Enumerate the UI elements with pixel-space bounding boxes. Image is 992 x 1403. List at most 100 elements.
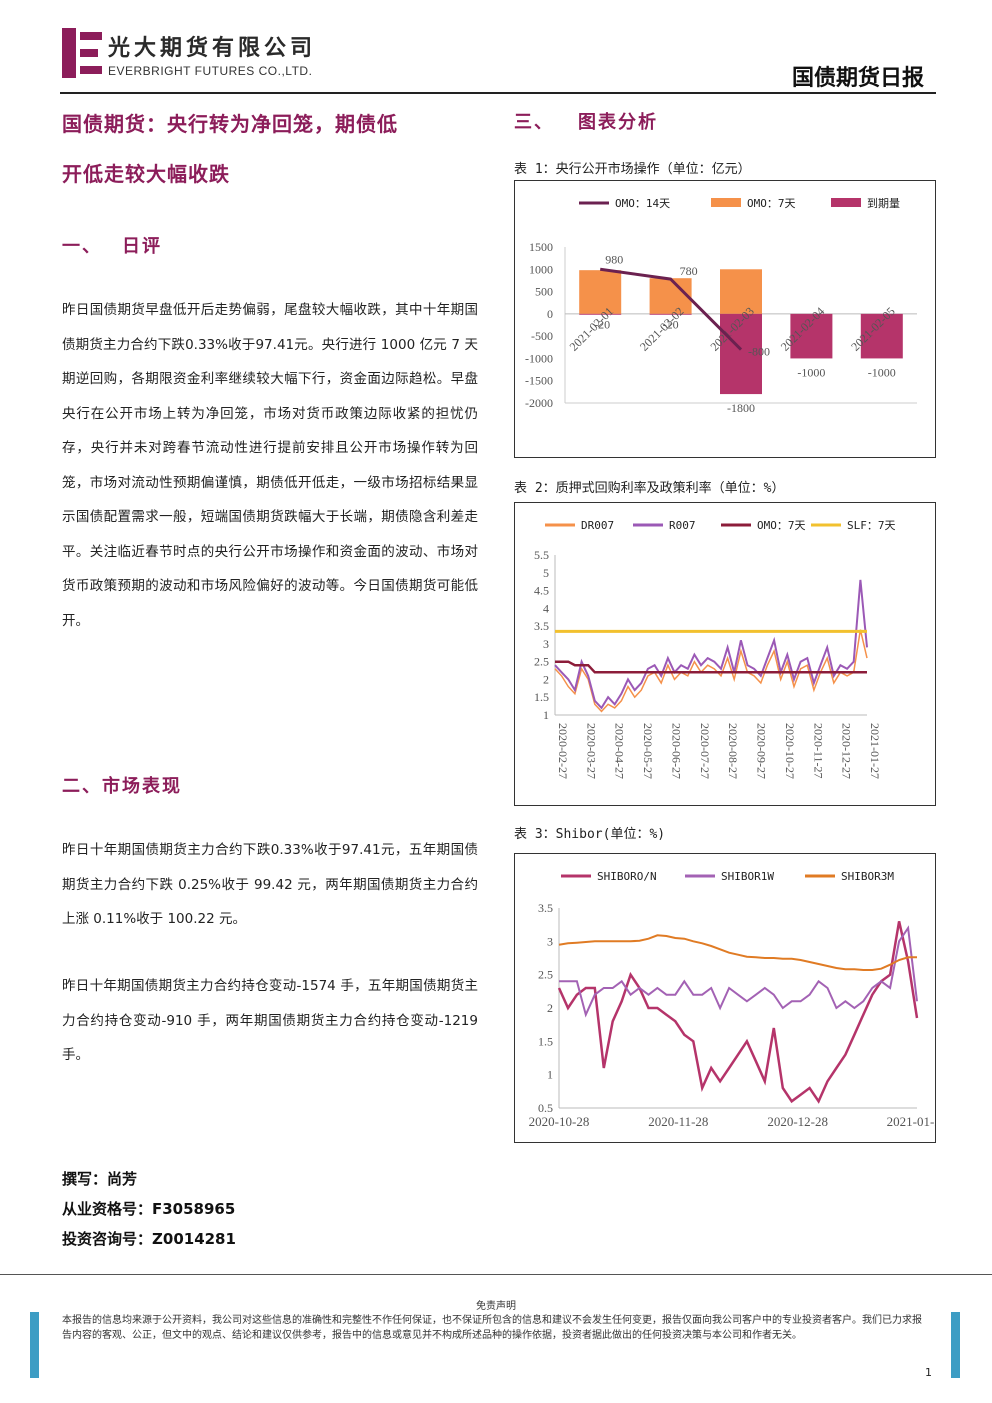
line-omo14 (599, 267, 743, 351)
y-tick-7: -2000 (525, 396, 553, 410)
series-line-1 (559, 925, 918, 1018)
chart1-caption: 表 1：央行公开市场操作（单位：亿元） (514, 162, 751, 177)
x-tick-2: 2020-04-27 (613, 723, 627, 779)
legend-label-0: OMO：14天 (615, 197, 670, 210)
section1-title: 日评 (122, 236, 162, 257)
author-license: 从业资格号：F3058965 (62, 1200, 236, 1218)
y-tick-6: 2.5 (534, 655, 549, 669)
y-tick-2: 4.5 (534, 584, 549, 598)
y-tick-4: 1.5 (538, 1034, 553, 1048)
x-tick-11: 2021-01-27 (868, 723, 882, 779)
data-label-6: -1000 (797, 365, 825, 379)
report-type-title: 国债期货日报 (791, 65, 924, 91)
series-line-2 (558, 934, 917, 971)
legend-swatch-2 (831, 198, 861, 207)
bar-maturity-2 (720, 313, 762, 395)
legend-label-1: R007 (669, 519, 696, 532)
bar-maturity-3 (790, 313, 833, 359)
chart2-caption: 表 2：质押式回购利率及政策利率（单位：%） (514, 481, 785, 496)
disclaimer-title: 免责声明 (476, 1301, 516, 1312)
section1-body: 昨日国债期货早盘低开后走势偏弱，尾盘较大幅收跌，其中十年期国债期货主力合约下跌0… (62, 293, 478, 638)
data-label-3: -20 (663, 318, 679, 332)
bar-maturity-1 (649, 313, 692, 315)
series-line-2 (555, 660, 867, 674)
x-tick-5: 2020-07-27 (698, 723, 712, 779)
legend-label-2: 到期量 (867, 197, 900, 210)
bar-omo7-0 (579, 270, 622, 314)
x-tick-1: 2020-03-27 (584, 723, 598, 779)
header-divider (60, 92, 936, 94)
company-name-en: EVERBRIGHT FUTURES CO.,LTD. (108, 64, 313, 78)
main-title-line1: 国债期货：央行转为净回笼，期债低 (62, 112, 398, 136)
legend-label-3: SLF：7天 (847, 519, 896, 532)
chart3-shibor: 3.5 3 2.5 2 1.5 1 0.5 2020-10-28 2020-11-28 2020-… (514, 853, 936, 1143)
data-label-5: -1800 (727, 401, 755, 415)
y-tick-5: -1000 (525, 351, 553, 365)
y-tick-4: 3.5 (534, 619, 549, 633)
x-tick-0: 2020-02-27 (556, 723, 570, 779)
series-line-0 (554, 629, 868, 713)
y-tick-6: 0.5 (538, 1101, 553, 1115)
section2-body: 昨日十年期国债期货主力合约下跌0.33%收于97.41元，五年期国债期货主力合约… (62, 833, 478, 937)
chart3-caption: 表 3：Shibor(单位：%) (514, 827, 666, 842)
x-tick-1: 2020-11-28 (648, 1114, 708, 1129)
data-label-1: 780 (680, 264, 698, 278)
legend-label-1: SHIBOR1W (721, 870, 774, 883)
y-tick-3: 0 (547, 307, 553, 321)
x-tick-3: 2021-01-28 (887, 1114, 935, 1129)
data-label-0: 980 (605, 252, 623, 266)
section2-body-2: 昨日十年期国债期货主力合约持仓变动-1574 手，五年期国债期货主力合约持仓变动… (62, 969, 478, 1073)
legend-label-0: SHIBORO/N (597, 870, 657, 883)
chart1-svg: 150010005000-500-1000-1500-20002021-02-0… (525, 197, 917, 415)
bar-maturity-0 (579, 313, 622, 315)
y-tick-0: 1500 (529, 240, 553, 254)
y-tick-0: 3.5 (538, 901, 553, 915)
bar-omo7-2 (720, 269, 762, 314)
y-tick-2: 500 (535, 285, 553, 299)
legend-label-2: SHIBOR3M (841, 870, 894, 883)
series-line-0 (557, 921, 919, 1104)
chart2-svg: 5.5 5 4.5 4 3.5 3 2.5 2 1.5 1 2020-02-27 2020-03-27… (534, 519, 896, 779)
y-tick-5: 1 (547, 1068, 553, 1082)
data-label-7: -1000 (868, 365, 896, 379)
x-tick-4: 2020-06-27 (669, 723, 683, 779)
y-tick-3: 4 (543, 601, 549, 615)
x-tick-10: 2020-12-27 (840, 723, 854, 779)
y-tick-1: 5 (543, 566, 549, 580)
x-tick-9: 2020-11-27 (811, 723, 825, 779)
data-label-4: -800 (748, 345, 770, 359)
series-line-1 (554, 579, 868, 710)
section1-number: 一、 (62, 236, 102, 257)
y-tick-3: 2 (547, 1001, 553, 1015)
company-logo (62, 28, 102, 78)
x-tick-7: 2020-09-27 (755, 723, 769, 779)
x-tick-3: 2020-05-27 (641, 723, 655, 779)
x-tick-6: 2020-08-27 (726, 723, 740, 779)
chart1-omo: 1500 1000 500 0 -500 -1000 -1500 -2000 2021-02-0… (514, 180, 936, 458)
data-label-2: -20 (594, 318, 610, 332)
daily-review-paragraph: 昨日国债期货早盘低开后走势偏弱，尾盘较大幅收跌，其中十年期国债期货主力合约下跌0… (62, 302, 478, 629)
footer-left-bar (30, 1312, 39, 1378)
author-consult: 投资咨询号：Z0014281 (62, 1230, 236, 1248)
company-name-cn: 光大期货有限公司 (108, 35, 317, 61)
y-tick-6: -1500 (525, 374, 553, 388)
y-tick-1: 1000 (529, 262, 553, 276)
bar-omo7-1 (649, 278, 692, 314)
x-tick-8: 2020-10-27 (783, 723, 797, 779)
y-tick-7: 2 (543, 672, 549, 686)
y-tick-8: 1.5 (534, 690, 549, 704)
section3-number: 三、 (514, 112, 554, 133)
page-number: 1 (925, 1366, 932, 1379)
main-title-line2: 开低走较大幅收跌 (62, 162, 230, 186)
y-tick-5: 3 (543, 637, 549, 651)
market-paragraph-1: 昨日十年期国债期货主力合约下跌0.33%收于97.41元，五年期国债期货主力合约… (62, 842, 478, 927)
author-writer: 撰写：尚芳 (62, 1170, 138, 1188)
y-tick-0: 5.5 (534, 548, 549, 562)
section2-title: 二、市场表现 (62, 776, 182, 797)
legend-label-1: OMO：7天 (747, 197, 796, 210)
legend-label-0: DR007 (581, 519, 614, 532)
section3-title: 图表分析 (578, 112, 658, 133)
y-tick-1: 3 (547, 934, 553, 948)
footer-divider (0, 1274, 992, 1275)
legend-swatch-1 (711, 198, 741, 207)
